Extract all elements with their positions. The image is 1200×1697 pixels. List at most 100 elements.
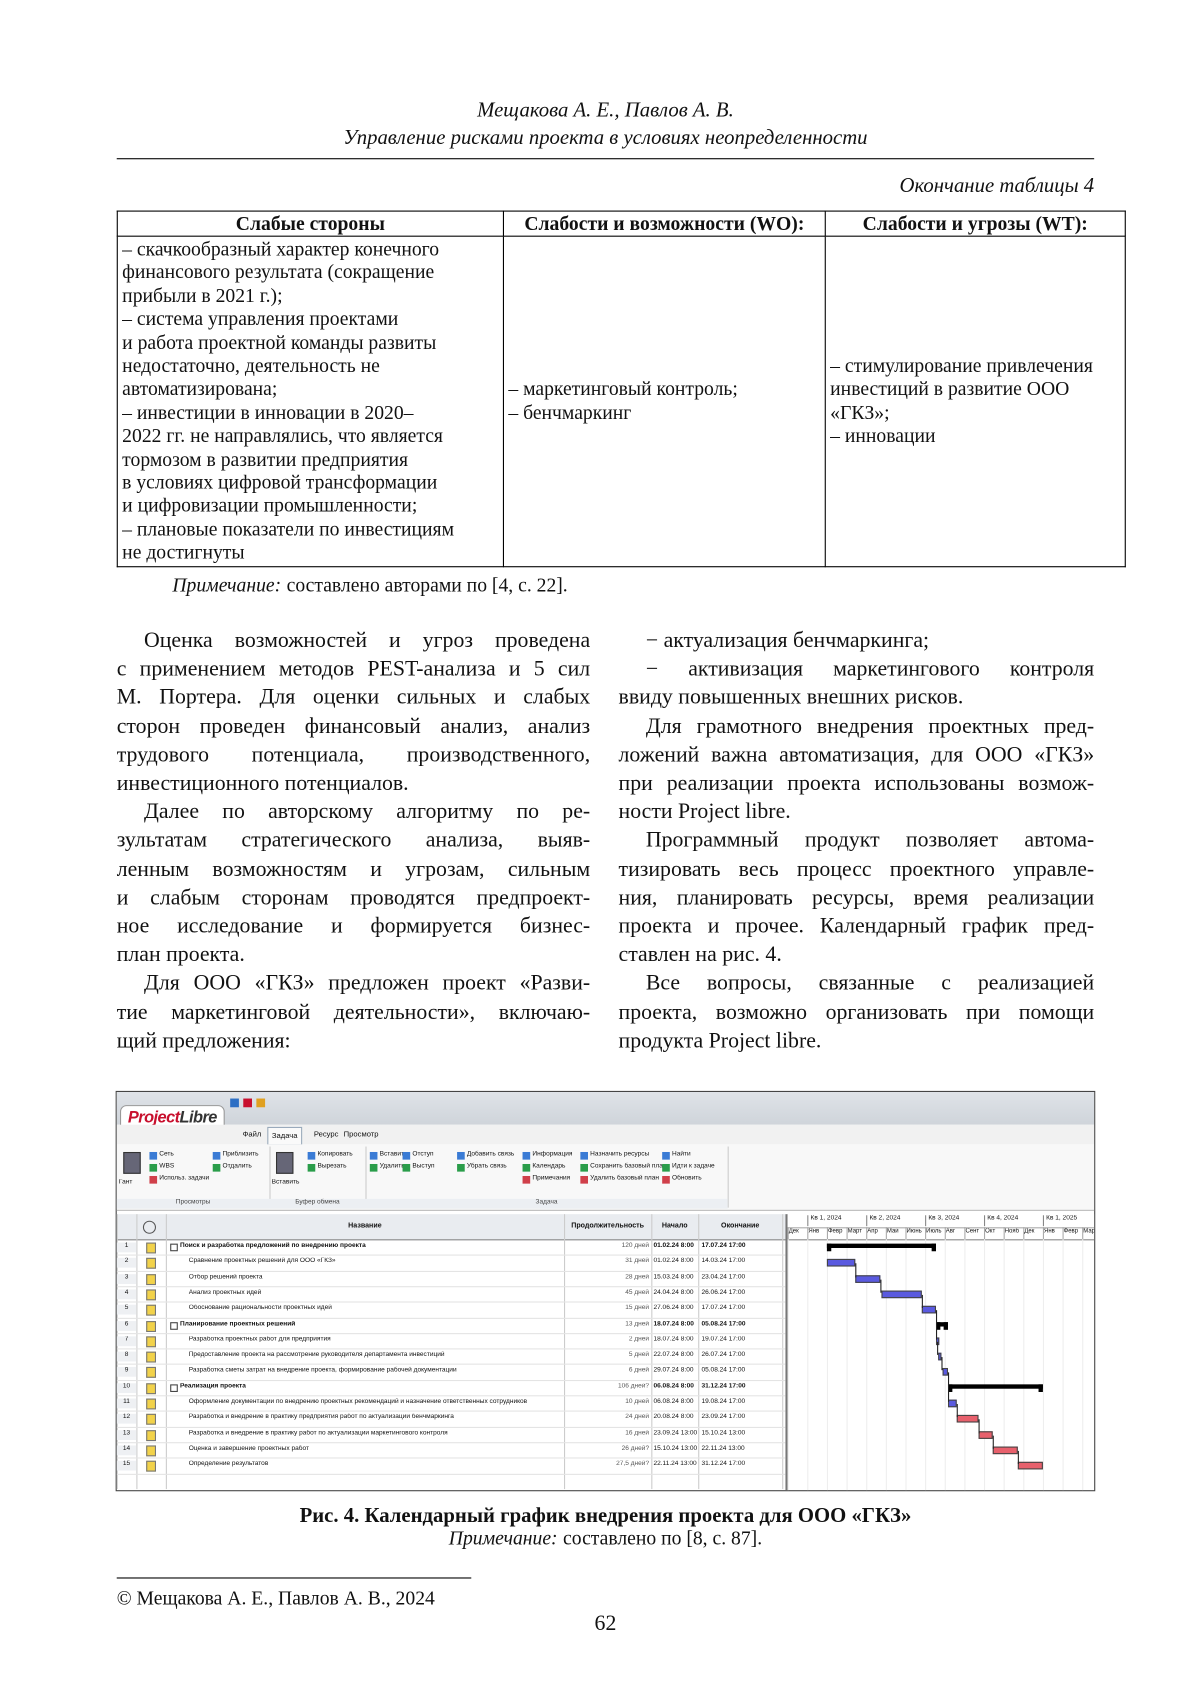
text-line: ное исследование и формируется бизнес- <box>117 912 590 941</box>
month-grid <box>1082 1239 1083 1491</box>
small-icon <box>523 1164 531 1172</box>
month-grid <box>847 1239 848 1491</box>
task-end: 22.11.24 13:00 <box>701 1445 782 1455</box>
text-column: − актуализация бенчмаркинга;− активизаци… <box>619 626 1095 1055</box>
text-line: зультатам стратегического анализа, выяв- <box>117 826 590 855</box>
small-icon <box>403 1152 411 1160</box>
ribbon-group-label: Буфер обмена <box>269 1199 365 1209</box>
table: Слабые стороныСлабости и возможности (WO… <box>117 211 1126 567</box>
row-id: 14 <box>117 1445 137 1455</box>
task-end: 17.07.24 17:00 <box>701 1305 782 1315</box>
cell-line: тормозом в развитии предприятия <box>122 448 498 471</box>
task-duration: 106 дней? <box>566 1383 649 1393</box>
small-icon <box>580 1152 588 1160</box>
task-duration: 13 дней <box>566 1321 649 1331</box>
row-id: 9 <box>117 1367 137 1377</box>
month-label: Июль <box>925 1227 946 1239</box>
quick-icon <box>230 1099 239 1108</box>
row-icon <box>146 1430 156 1441</box>
text-line: Для грамотного внедрения проектных пред- <box>619 712 1095 741</box>
small-icon <box>149 1176 157 1184</box>
task-duration: 16 дней <box>566 1430 649 1440</box>
summary-cap <box>943 1322 947 1330</box>
task-start: 15.10.24 13:00 <box>653 1445 699 1455</box>
month-grid <box>905 1239 906 1491</box>
cell-line: – система управления проектами <box>122 308 498 331</box>
row-icon <box>146 1445 156 1456</box>
text-line: с применением методов PEST-анализа и 5 с… <box>117 655 590 684</box>
cell-line: в условиях цифровой трансформации <box>122 471 498 494</box>
text-line: − активизация маркетингового контроля <box>619 655 1095 684</box>
page-number: 62 <box>117 1611 1094 1636</box>
ribbon-button: Назначить ресурсы <box>590 1151 666 1161</box>
small-icon <box>580 1164 588 1172</box>
month-grid <box>945 1239 946 1491</box>
big-icon <box>123 1152 140 1174</box>
month-grid <box>964 1239 965 1491</box>
small-icon <box>457 1152 465 1160</box>
text-line: Для ООО «ГКЗ» предложен проект «Разви- <box>117 969 590 998</box>
dependency-link <box>936 1310 937 1339</box>
task-end: 31.12.24 17:00 <box>701 1383 782 1393</box>
title-bar <box>117 1092 1094 1125</box>
collapse-toggle <box>170 1244 178 1252</box>
month-label: Март <box>1082 1227 1095 1239</box>
task-start: 29.07.24 8:00 <box>653 1367 699 1377</box>
task-end: 15.10.24 13:00 <box>701 1430 782 1440</box>
quarter-label: Кв 2, 2024 <box>866 1215 928 1226</box>
task-end: 26.06.24 17:00 <box>701 1289 782 1299</box>
quarter-label: Кв 3, 2024 <box>925 1215 987 1226</box>
row-id: 15 <box>117 1461 137 1471</box>
text-line: при реализации проекта использованы возм… <box>619 769 1095 798</box>
task-bar <box>979 1431 994 1439</box>
row-line <box>117 1364 786 1365</box>
task-duration: 26 дней? <box>566 1445 649 1455</box>
cell-line: прибыли в 2021 г.); <box>122 285 498 308</box>
task-name: Разработка и внедрение в практику предпр… <box>189 1414 564 1424</box>
task-name: Обоснование рациональности проектных иде… <box>189 1305 564 1315</box>
note-text: составлено авторами по [4, с. 22]. <box>287 574 568 596</box>
task-name: Реализация проекта <box>180 1383 564 1393</box>
text-line: ленным возможностям и угрозам, сильным <box>117 855 590 884</box>
row-id: 6 <box>117 1321 137 1331</box>
text-line: трудового потенциала, производственного, <box>117 741 590 770</box>
row-id: 13 <box>117 1430 137 1440</box>
ribbon-button: Сохранить базовый план <box>590 1163 666 1173</box>
note-label: Примечание: <box>172 574 286 596</box>
figure-screenshot: ProjectLibreФайлЗадачаРесурсПросмотрПрос… <box>116 1091 1096 1491</box>
row-id: 10 <box>117 1383 137 1393</box>
month-grid <box>886 1239 887 1491</box>
task-end: 14.03.24 17:00 <box>701 1258 782 1268</box>
paragraph: Оценка возможностей и угроз проведенас п… <box>117 626 590 798</box>
row-icon <box>146 1243 156 1254</box>
task-bar <box>948 1400 956 1408</box>
month-grid <box>788 1239 789 1491</box>
table-cell: – маркетинговый контроль;– бенчмаркинг <box>503 236 825 566</box>
quarter-label: Кв 4, 2024 <box>984 1215 1046 1226</box>
row-id: 8 <box>117 1352 137 1362</box>
table-header-cell: Слабые стороны <box>117 211 503 236</box>
task-start: 24.04.24 8:00 <box>653 1289 699 1299</box>
task-end: 31.12.24 17:00 <box>701 1461 782 1471</box>
header-rule <box>117 158 1094 159</box>
ribbon-group-label: Задача <box>365 1199 727 1209</box>
row-icon <box>146 1399 156 1410</box>
row-icon <box>146 1336 156 1347</box>
small-icon <box>370 1164 378 1172</box>
month-label: Янв <box>807 1227 828 1239</box>
paragraph: Для грамотного внедрения проектных пред-… <box>619 712 1095 826</box>
cell-line: автоматизирована; <box>122 378 498 401</box>
cell-line: 2022 гг. не направлялись, что является <box>122 425 498 448</box>
month-grid <box>827 1239 828 1491</box>
text-line: Оценка возможностей и угроз проведена <box>117 626 590 655</box>
month-label: Февр <box>827 1227 848 1239</box>
text-line: тие маркетинговой деятельности», включаю… <box>117 998 590 1027</box>
task-duration: 15 дней <box>566 1305 649 1315</box>
cell-line: – скачкообразный характер конечного <box>122 238 498 261</box>
quick-icon <box>256 1099 265 1108</box>
cell-line: финансового результата (сокращение <box>122 261 498 284</box>
collapse-toggle <box>170 1322 178 1330</box>
cell-line: – плановые показатели по инвестициям <box>122 518 498 541</box>
text-line: и слабым сторонам проводятся предпроект- <box>117 883 590 912</box>
